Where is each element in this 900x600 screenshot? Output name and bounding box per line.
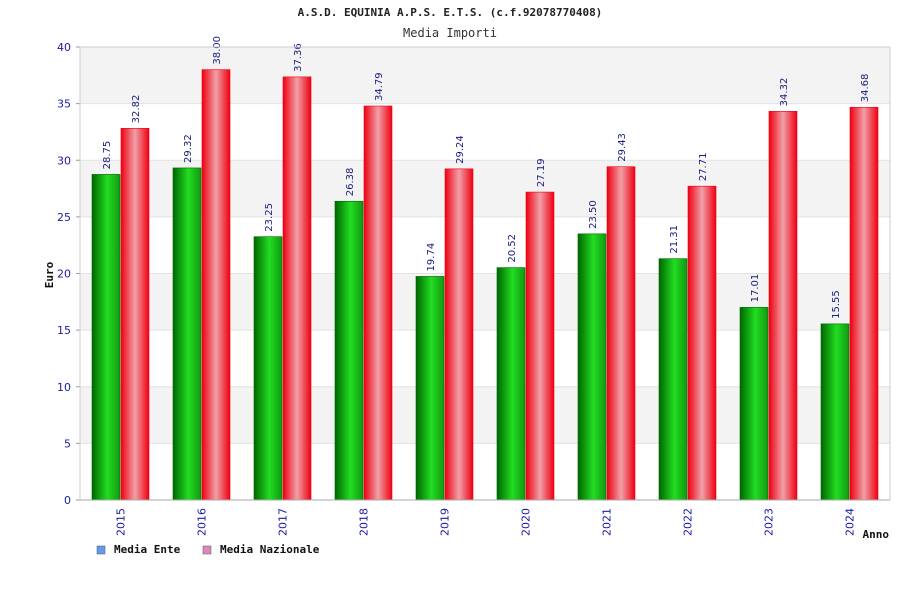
data-label-media-nazionale-2019: 29.24 <box>455 135 466 164</box>
bar-media-ente-2023 <box>739 307 769 501</box>
x-tick-label-2018: 2018 <box>358 508 371 536</box>
plot-band <box>80 160 890 217</box>
bar-media-nazionale-2020 <box>525 191 555 501</box>
plot-band <box>80 443 890 500</box>
x-tick-label-2023: 2023 <box>763 508 776 536</box>
y-tick-label: 30 <box>57 154 71 167</box>
data-label-media-nazionale-2021: 29.43 <box>617 133 628 162</box>
plot-band <box>80 47 890 104</box>
y-tick-label: 10 <box>57 381 71 394</box>
bar-media-nazionale-2018 <box>363 105 393 501</box>
bar-media-ente-2021 <box>577 233 607 501</box>
data-label-media-nazionale-2020: 27.19 <box>536 158 547 187</box>
chart-subtitle: Media Importi <box>403 26 497 40</box>
bar-media-ente-2024 <box>820 323 850 501</box>
bar-media-nazionale-2021 <box>606 166 636 501</box>
x-tick-label-2022: 2022 <box>682 508 695 536</box>
plot-band <box>80 216 890 274</box>
data-labels: 28.75 32.82 29.32 38.00 23.25 37.36 26.38 34.79… <box>102 36 871 319</box>
legend-swatch-media-nazionale <box>202 545 212 555</box>
x-tick-label-2020: 2020 <box>520 508 533 536</box>
data-label-media-nazionale-2022: 27.71 <box>698 153 709 182</box>
plot-band <box>80 330 890 387</box>
y-axis-ticks: 0 5 10 15 20 25 30 35 40 <box>57 41 80 507</box>
bars <box>91 69 879 501</box>
bar-media-ente-2019 <box>415 276 445 501</box>
data-label-media-ente-2023: 17.01 <box>750 274 761 303</box>
x-tick-label-2017: 2017 <box>277 508 290 536</box>
x-tick-label-2016: 2016 <box>196 508 209 536</box>
x-tick-label-2019: 2019 <box>439 508 452 536</box>
x-axis-label: Anno <box>863 528 890 541</box>
y-tick-label: 35 <box>57 98 71 111</box>
data-label-media-nazionale-2024: 34.68 <box>860 74 871 103</box>
bar-media-nazionale-2023 <box>768 111 798 501</box>
data-label-media-ente-2020: 20.52 <box>507 234 518 263</box>
data-label-media-ente-2017: 23.25 <box>264 203 275 232</box>
data-label-media-nazionale-2018: 34.79 <box>374 72 385 101</box>
bar-media-nazionale-2019 <box>444 168 474 501</box>
data-label-media-ente-2024: 15.55 <box>831 290 842 319</box>
data-label-media-ente-2021: 23.50 <box>588 200 599 229</box>
bar-media-ente-2016 <box>172 167 202 501</box>
data-label-media-ente-2015: 28.75 <box>102 141 113 170</box>
y-tick-label: 5 <box>64 437 71 450</box>
chart-title: A.S.D. EQUINIA A.P.S. E.T.S. (c.f.920787… <box>298 6 603 19</box>
bar-media-nazionale-2015 <box>120 128 150 501</box>
bar-media-ente-2022 <box>658 258 688 501</box>
plot-band <box>80 273 890 331</box>
data-label-media-ente-2018: 26.38 <box>345 168 356 197</box>
legend: Media Ente Media Nazionale <box>96 543 320 556</box>
bar-media-ente-2018 <box>334 200 364 501</box>
bar-media-ente-2020 <box>496 267 526 501</box>
x-axis-ticks: 2015 2016 2017 2018 2019 2020 2021 2022 2023 2024 <box>115 508 857 536</box>
y-tick-label: 15 <box>57 324 71 337</box>
bar-media-nazionale-2024 <box>849 106 879 501</box>
legend-swatch-media-ente <box>96 545 106 555</box>
plot-band <box>80 103 890 161</box>
data-label-media-ente-2019: 19.74 <box>426 243 437 272</box>
legend-label-media-nazionale: Media Nazionale <box>220 543 320 556</box>
x-tick-label-2021: 2021 <box>601 508 614 536</box>
data-label-media-ente-2022: 21.31 <box>669 225 680 254</box>
data-label-media-nazionale-2015: 32.82 <box>131 95 142 124</box>
y-axis-label: Euro <box>43 261 56 288</box>
data-label-media-nazionale-2017: 37.36 <box>293 43 304 72</box>
legend-label-media-ente: Media Ente <box>114 543 181 556</box>
x-tick-label-2024: 2024 <box>844 508 857 536</box>
y-tick-label: 20 <box>57 268 71 281</box>
bar-media-ente-2017 <box>253 236 283 501</box>
bar-media-ente-2015 <box>91 174 121 501</box>
y-tick-label: 40 <box>57 41 71 54</box>
x-tick-label-2015: 2015 <box>115 508 128 536</box>
bar-media-nazionale-2022 <box>687 185 717 501</box>
y-tick-label: 0 <box>64 494 71 507</box>
data-label-media-nazionale-2016: 38.00 <box>212 36 223 65</box>
data-label-media-nazionale-2023: 34.32 <box>779 78 790 107</box>
bar-media-nazionale-2017 <box>282 76 312 501</box>
data-label-media-ente-2016: 29.32 <box>183 134 194 163</box>
y-tick-label: 25 <box>57 211 71 224</box>
bar-media-nazionale-2016 <box>201 69 231 501</box>
plot-band <box>80 386 890 444</box>
